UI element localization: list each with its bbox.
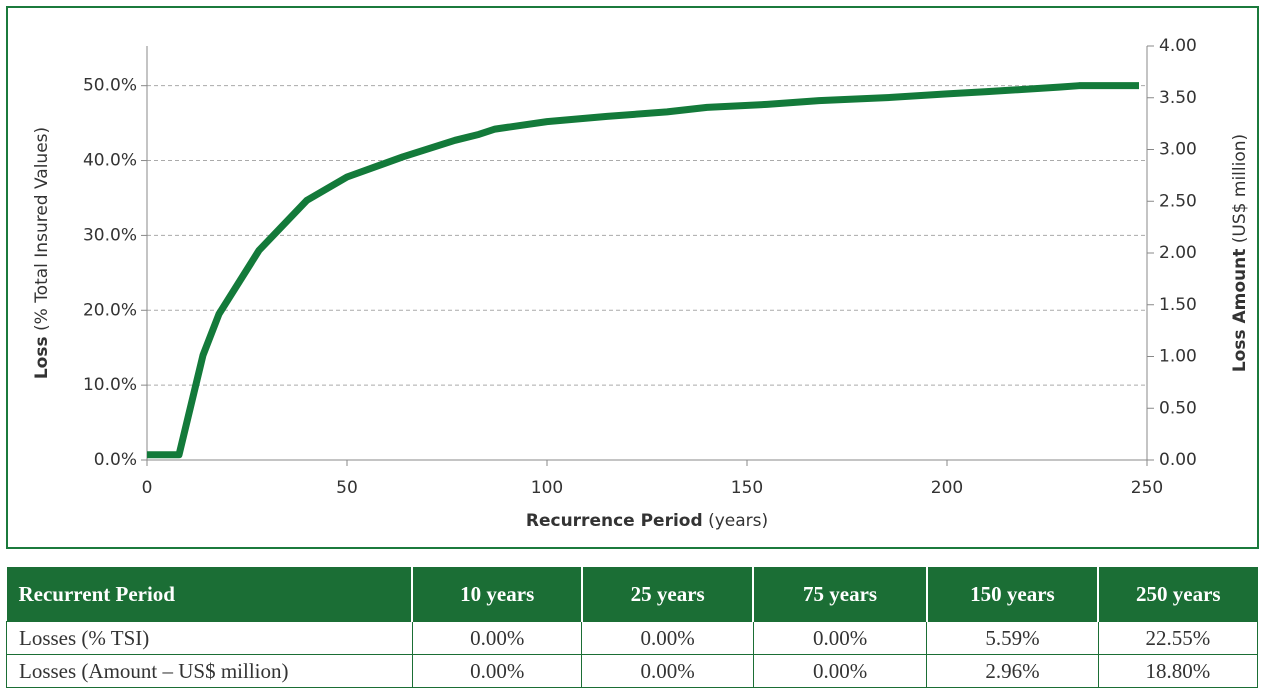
- header-cell: Recurrent Period: [6, 567, 413, 622]
- x-tick-label: 50: [336, 478, 358, 498]
- y2-tick-label: 1.50: [1159, 295, 1197, 315]
- y-axis-label-rest: (% Total Insured Values): [32, 127, 52, 331]
- y-axis-label-bold: Loss: [32, 336, 52, 379]
- chart-frame: [6, 6, 1259, 549]
- x-tick-label: 150: [731, 478, 763, 498]
- header-cell: 10 years: [411, 567, 582, 622]
- header-cell: 25 years: [580, 567, 754, 622]
- y2-tick-label: 2.00: [1159, 243, 1197, 263]
- x-axis-label: Recurrence Period (years): [526, 511, 768, 531]
- y2-axis-label: Loss Amount (US$ million): [1230, 134, 1250, 372]
- table-cell: 0.00%: [581, 621, 754, 655]
- table-cell: 18.80%: [1097, 654, 1259, 688]
- header-cell: 250 years: [1097, 567, 1258, 622]
- y2-tick-label: 0.50: [1159, 398, 1197, 418]
- y-tick-label: 0.0%: [94, 450, 137, 470]
- y-tick-label: 30.0%: [83, 225, 137, 245]
- table-cell: 0.00%: [411, 621, 583, 655]
- x-tick-label: 100: [531, 478, 563, 498]
- table-cell: Losses (Amount – US$ million): [6, 654, 413, 688]
- y2-tick-label: 1.00: [1159, 347, 1197, 367]
- x-tick-label: 250: [1131, 478, 1163, 498]
- loss-table: Recurrent Period 10 years 25 years 75 years…: [6, 567, 1259, 688]
- y2-tick-label: 4.00: [1159, 36, 1197, 56]
- table-row: Losses (Amount – US$ million) 0.00% 0.00% 0…: [6, 654, 1259, 688]
- table-cell: 0.00%: [581, 654, 754, 688]
- table-cell: 0.00%: [752, 621, 928, 655]
- header-row: Recurrent Period 10 years 25 years 75 years…: [6, 567, 1258, 622]
- table-cell: 22.55%: [1097, 621, 1259, 655]
- y-axis-label: Loss (% Total Insured Values): [32, 127, 52, 379]
- x-axis-label-rest: (years): [708, 511, 768, 531]
- table-cell: 0.00%: [752, 654, 928, 688]
- header-cell: 150 years: [925, 567, 1099, 622]
- table-cell: Losses (% TSI): [6, 621, 413, 655]
- table-cell: 2.96%: [926, 654, 1099, 688]
- y2-tick-label: 3.50: [1159, 88, 1197, 108]
- table-cell: 0.00%: [411, 654, 583, 688]
- x-tick-label: 200: [931, 478, 963, 498]
- table-cell: 5.59%: [926, 621, 1099, 655]
- chart: Recurrence Period (years) Loss (% Total …: [32, 36, 1250, 531]
- y2-tick-label: 0.00: [1159, 450, 1197, 470]
- y2-tick-label: 3.00: [1159, 140, 1197, 160]
- y2-axis-label-bold: Loss Amount: [1230, 249, 1250, 373]
- y-tick-label: 10.0%: [83, 375, 137, 395]
- x-axis-label-bold: Recurrence Period: [526, 511, 703, 531]
- y-tick-label: 40.0%: [83, 151, 137, 171]
- x-tick-label: 0: [142, 478, 153, 498]
- y-tick-label: 50.0%: [83, 76, 137, 96]
- y-tick-label: 20.0%: [83, 300, 137, 320]
- y2-tick-label: 2.50: [1159, 191, 1197, 211]
- loss-line: [147, 82, 1139, 459]
- table-row: Losses (% TSI) 0.00% 0.00% 0.00% 5.59% 22.55%: [6, 621, 1259, 655]
- header-cell: 75 years: [752, 567, 927, 622]
- y2-axis-label-rest: (US$ million): [1230, 134, 1250, 243]
